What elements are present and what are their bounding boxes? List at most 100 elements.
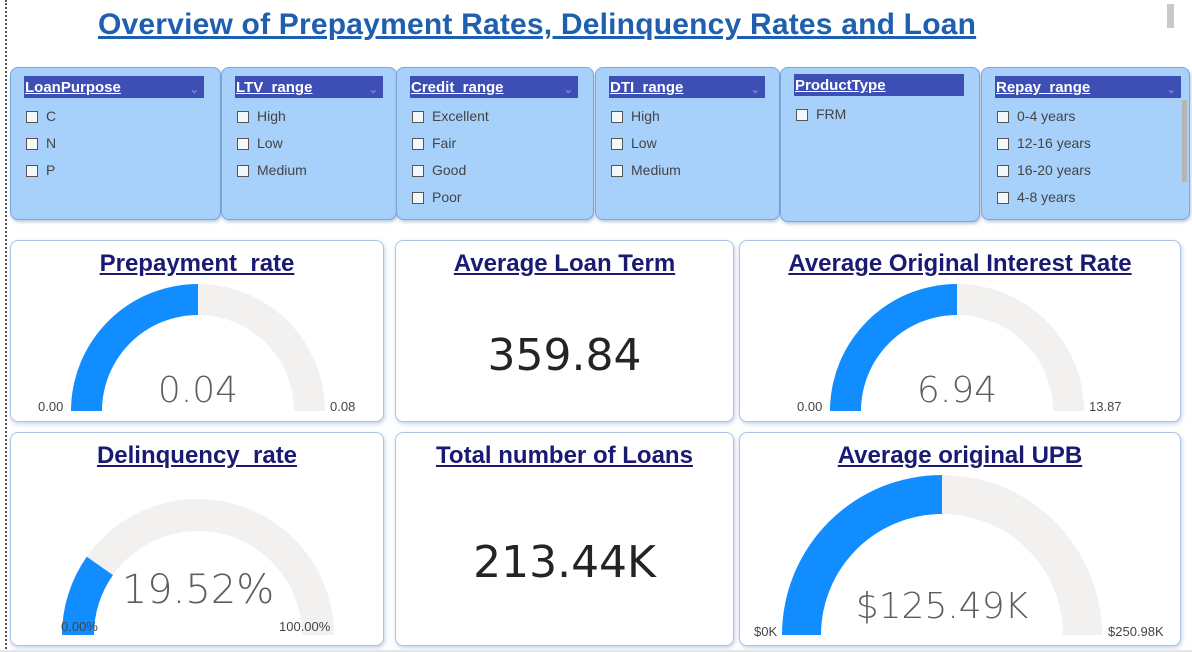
checkbox[interactable] bbox=[997, 192, 1009, 204]
chevron-down-icon[interactable]: ⌄ bbox=[563, 84, 573, 96]
gauge-fill bbox=[62, 556, 113, 635]
slicer-item[interactable]: N bbox=[26, 133, 56, 153]
checkbox[interactable] bbox=[26, 111, 38, 123]
prepayment-gauge: 0.04 0.00 0.08 bbox=[38, 284, 355, 414]
checkbox[interactable] bbox=[26, 165, 38, 177]
card-average-original-upb: Average original UPB $125.49K $0K $250.9… bbox=[739, 432, 1181, 646]
slicer-header[interactable]: LoanPurpose ⌄ bbox=[24, 76, 204, 98]
page-title: Overview of Prepayment Rates, Delinquenc… bbox=[98, 8, 977, 41]
slicer-ltv-range: LTV_range ⌄ High Low Medium bbox=[221, 67, 397, 220]
checkbox[interactable] bbox=[412, 192, 424, 204]
kpi-value: 359.84 bbox=[487, 330, 642, 381]
slicer-item[interactable]: Low bbox=[611, 133, 657, 153]
slicer-item-label: C bbox=[46, 108, 57, 124]
slicer-item-label: Medium bbox=[631, 162, 681, 178]
gauge-value: 0.04 bbox=[158, 370, 238, 411]
checkbox[interactable] bbox=[611, 111, 623, 123]
chevron-down-icon[interactable]: ⌄ bbox=[189, 84, 199, 96]
slicer-dti-range: DTI_range ⌄ High Low Medium bbox=[595, 67, 780, 220]
slicer-header[interactable]: DTI_range ⌄ bbox=[609, 76, 765, 98]
gauge-max: 100.00% bbox=[279, 619, 331, 634]
slicer-item-label: N bbox=[46, 135, 57, 151]
checkbox[interactable] bbox=[997, 165, 1009, 177]
card-total-number-of-loans: Total number of Loans 213.44K bbox=[395, 432, 734, 646]
slicer-header[interactable]: LTV_range ⌄ bbox=[235, 76, 383, 98]
gauge-max: 0.08 bbox=[330, 399, 355, 414]
chevron-down-icon[interactable]: ⌄ bbox=[368, 84, 378, 96]
slicer-item[interactable]: High bbox=[611, 106, 660, 126]
delinquency-gauge: 19.52% 0.00% 100.00% bbox=[61, 499, 334, 635]
slicer-item-label: Poor bbox=[432, 189, 462, 205]
slicer-header-label: Repay_range bbox=[996, 79, 1091, 96]
slicer-item[interactable]: FRM bbox=[796, 104, 846, 124]
slicer-item[interactable]: Excellent bbox=[412, 106, 489, 126]
slicer-item[interactable]: P bbox=[26, 160, 55, 180]
slicer-header-label: LTV_range bbox=[236, 79, 313, 96]
checkbox[interactable] bbox=[997, 138, 1009, 150]
slicer-item[interactable]: Fair bbox=[412, 133, 456, 153]
checkbox[interactable] bbox=[412, 111, 424, 123]
slicer-item-label: Low bbox=[257, 135, 283, 151]
checkbox[interactable] bbox=[237, 138, 249, 150]
gauge-track bbox=[62, 499, 334, 635]
upb-gauge: $125.49K $0K $250.98K bbox=[754, 475, 1164, 639]
slicer-item[interactable]: Medium bbox=[611, 160, 681, 180]
slicer-repay-range: Repay_range ⌄ 0-4 years 12-16 years 16-20… bbox=[981, 67, 1190, 220]
canvas-left-border bbox=[5, 0, 7, 652]
checkbox[interactable] bbox=[611, 138, 623, 150]
chevron-down-icon[interactable]: ⌄ bbox=[750, 84, 760, 96]
slicer-item-label: Fair bbox=[432, 135, 457, 151]
card-title: Average original UPB bbox=[837, 442, 1083, 469]
checkbox[interactable] bbox=[237, 165, 249, 177]
card-title: Delinquency_rate bbox=[96, 442, 298, 469]
card-average-loan-term: Average Loan Term 359.84 bbox=[395, 240, 734, 422]
card-prepayment-rate: Prepayment_rate 0.04 0.00 0.08 bbox=[10, 240, 384, 422]
card-average-interest-rate: Average Original Interest Rate 6.94 0.00… bbox=[739, 240, 1181, 422]
card-title: Total number of Loans bbox=[436, 442, 693, 469]
slicer-item-label: Good bbox=[432, 162, 467, 178]
slicer-item[interactable]: 12-16 years bbox=[997, 133, 1091, 153]
checkbox[interactable] bbox=[26, 138, 38, 150]
slicer-item[interactable]: Poor bbox=[412, 187, 462, 207]
checkbox[interactable] bbox=[237, 111, 249, 123]
gauge-min: 0.00 bbox=[38, 399, 63, 414]
slicer-item[interactable]: 4-8 years bbox=[997, 187, 1075, 207]
card-title: Average Original Interest Rate bbox=[788, 250, 1132, 277]
slicer-item-label: P bbox=[46, 162, 56, 178]
checkbox[interactable] bbox=[412, 165, 424, 177]
slicer-header[interactable]: Repay_range ⌄ bbox=[995, 76, 1181, 98]
gauge-value: 6.94 bbox=[917, 370, 997, 411]
slicer-item[interactable]: Good bbox=[412, 160, 466, 180]
slicer-item[interactable]: 0-4 years bbox=[997, 106, 1075, 126]
gauge-fill bbox=[830, 284, 957, 411]
page-bottom-border bbox=[0, 650, 1192, 652]
checkbox[interactable] bbox=[611, 165, 623, 177]
slicer-item[interactable]: Low bbox=[237, 133, 283, 153]
checkbox[interactable] bbox=[997, 111, 1009, 123]
slicer-item-label: Low bbox=[631, 135, 657, 151]
slicer-item-label: FRM bbox=[816, 106, 847, 122]
gauge-value: 19.52% bbox=[122, 567, 275, 613]
gauge-value: $125.49K bbox=[856, 586, 1029, 627]
slicer-item-label: 0-4 years bbox=[1017, 108, 1076, 124]
checkbox[interactable] bbox=[796, 109, 808, 121]
slicer-credit-range: Credit_range ⌄ Excellent Fair Good Poor bbox=[396, 67, 594, 220]
slicer-item-label: Excellent bbox=[432, 108, 489, 124]
slicer-header-label: Credit_range bbox=[411, 79, 504, 96]
slicer-item[interactable]: High bbox=[237, 106, 286, 126]
slicer-item[interactable]: Medium bbox=[237, 160, 307, 180]
slicer-item[interactable]: C bbox=[26, 106, 56, 126]
checkbox[interactable] bbox=[412, 138, 424, 150]
gauge-min: $0K bbox=[754, 624, 777, 639]
card-delinquency-rate: Delinquency_rate 19.52% 0.00% 100.00% bbox=[10, 432, 384, 646]
page-scrollbar[interactable] bbox=[1167, 4, 1174, 28]
slicer-scrollbar[interactable] bbox=[1182, 100, 1187, 182]
slicer-item[interactable]: 16-20 years bbox=[997, 160, 1091, 180]
slicer-header[interactable]: ProductType bbox=[794, 74, 964, 96]
chevron-down-icon[interactable]: ⌄ bbox=[1166, 84, 1176, 96]
slicer-header[interactable]: Credit_range ⌄ bbox=[410, 76, 578, 98]
gauge-fill bbox=[71, 284, 198, 411]
gauge-max: $250.98K bbox=[1108, 624, 1164, 639]
interest-rate-gauge: 6.94 0.00 13.87 bbox=[797, 284, 1122, 414]
slicer-header-label: LoanPurpose bbox=[25, 79, 121, 96]
